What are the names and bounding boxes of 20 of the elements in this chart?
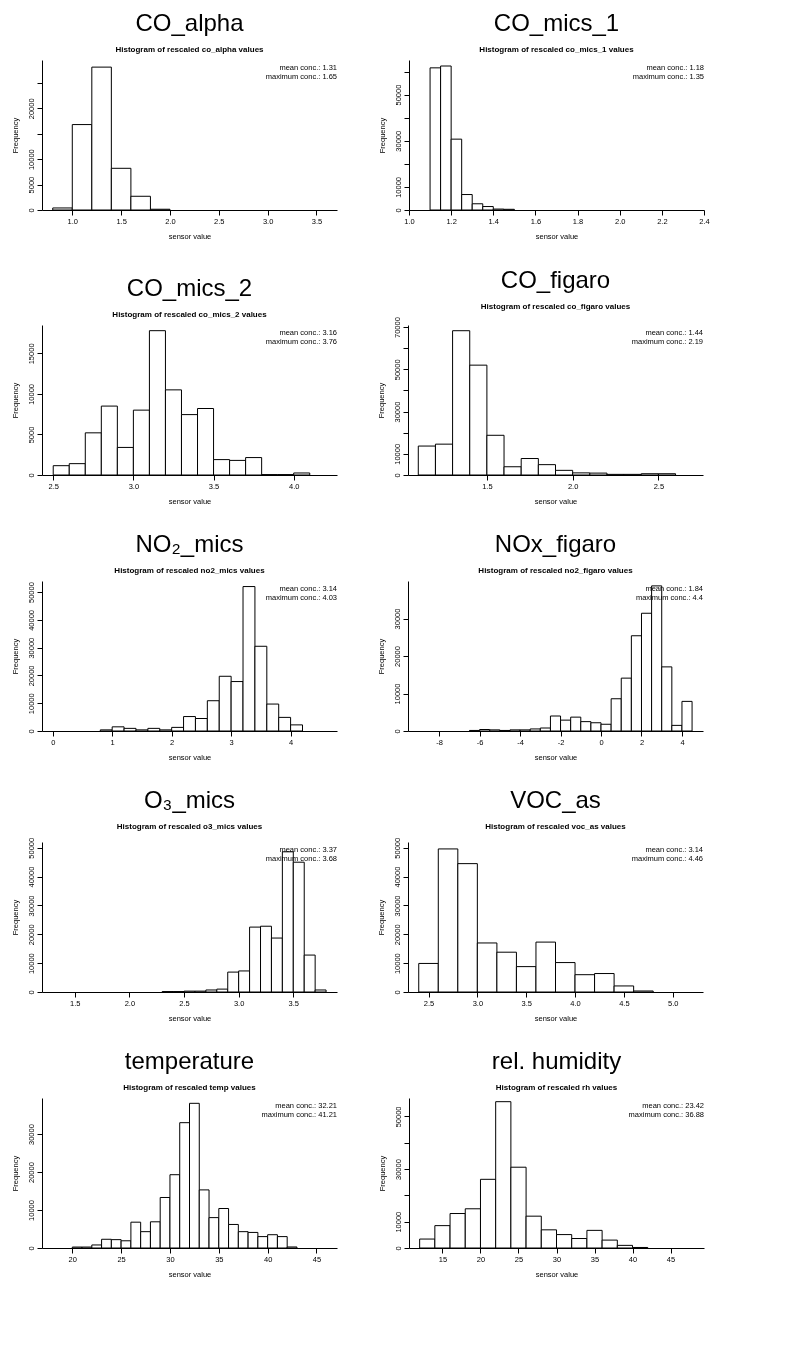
chart-title: NOx_figaro (494, 530, 617, 557)
chart-title: CO_alpha (135, 9, 245, 36)
chart-subtitle: Histogram of rescaled o3_mics values (116, 822, 263, 832)
chart-title: VOC_as (510, 786, 601, 814)
chart-title: temperature (124, 1047, 255, 1074)
chart-title: CO_figaro (500, 265, 611, 293)
chart-title: CO_mics_1 (493, 9, 620, 36)
chart-title: O₃_mics (143, 786, 236, 814)
chart-title: rel. humidity (491, 1047, 622, 1074)
chart-subtitle: Histogram of rescaled temp values (123, 1083, 257, 1092)
chart-subtitle: Histogram of rescaled co_figaro values (480, 301, 631, 311)
chart-subtitle: Histogram of rescaled co_alpha values (115, 45, 265, 54)
chart-subtitle: Histogram of rescaled no2_mics values (114, 566, 266, 575)
chart-subtitle: Histogram of rescaled co_mics_2 values (112, 310, 268, 319)
chart-title: CO_mics_2 (126, 274, 253, 301)
chart-subtitle: Histogram of rescaled no2_figaro values (478, 566, 634, 575)
chart-subtitle: Histogram of rescaled voc_as values (485, 822, 627, 832)
chart-title: NO₂_mics (135, 530, 244, 557)
chart-subtitle: Histogram of rescaled co_mics_1 values (479, 45, 635, 54)
chart-subtitle: Histogram of rescaled rh values (495, 1083, 618, 1092)
